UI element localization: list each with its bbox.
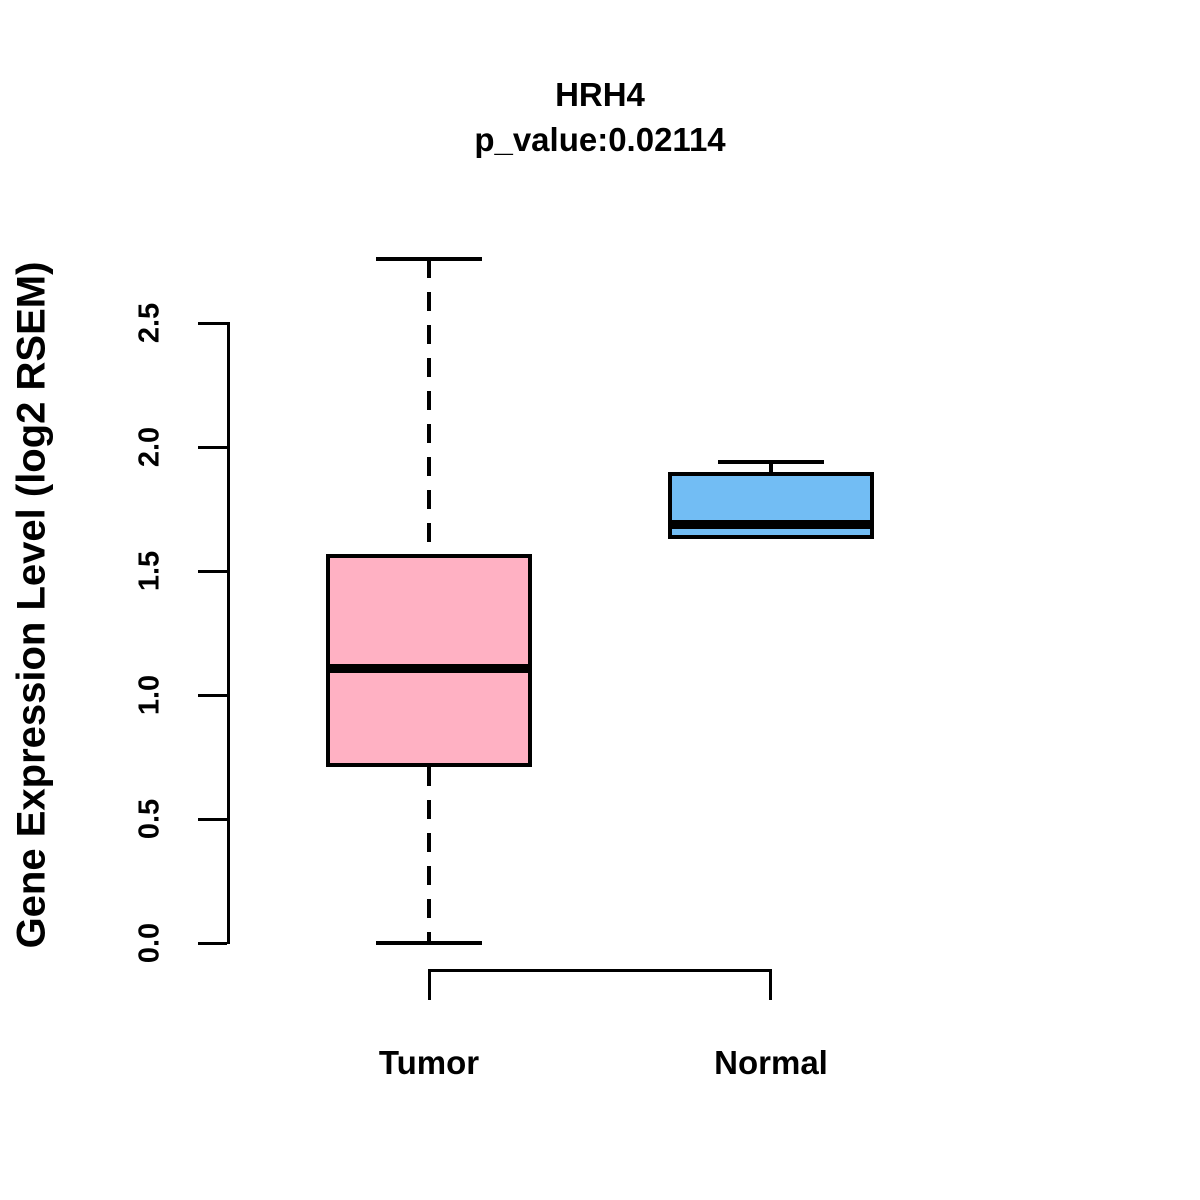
x-group-label-tumor: Tumor xyxy=(378,1044,480,1081)
y-axis-line xyxy=(227,322,230,944)
y-tick-label: 1.0 xyxy=(133,674,166,716)
upper-whisker-line xyxy=(427,259,431,554)
y-tick xyxy=(198,818,227,821)
y-axis-label: Gene Expression Level (log2 RSEM) xyxy=(9,261,54,949)
upper-whisker-line xyxy=(769,462,773,472)
lower-whisker-cap xyxy=(376,941,482,945)
y-tick xyxy=(198,942,227,945)
y-tick-label: 0.5 xyxy=(133,798,166,840)
chart-title: HRH4 xyxy=(555,76,645,113)
median-line xyxy=(668,520,874,529)
y-tick-label: 1.5 xyxy=(133,550,166,592)
lower-whisker-line xyxy=(427,767,431,943)
x-group-label-normal: Normal xyxy=(714,1044,828,1081)
y-tick xyxy=(198,446,227,449)
y-tick xyxy=(198,322,227,325)
y-tick-label: 0.0 xyxy=(133,922,166,964)
y-tick-label: 2.5 xyxy=(133,302,166,344)
x-axis-bracket-tick-left xyxy=(428,969,431,1000)
x-axis-bracket-tick-right xyxy=(769,969,772,1000)
y-tick xyxy=(198,694,227,697)
y-tick xyxy=(198,570,227,573)
median-line xyxy=(326,664,532,673)
chart-subtitle: p_value:0.02114 xyxy=(474,121,726,158)
iqr-box-tumor xyxy=(326,554,532,767)
upper-whisker-cap xyxy=(376,257,482,261)
upper-whisker-cap xyxy=(718,460,824,464)
y-tick-label: 2.0 xyxy=(133,426,166,468)
x-axis-bracket xyxy=(429,969,771,972)
